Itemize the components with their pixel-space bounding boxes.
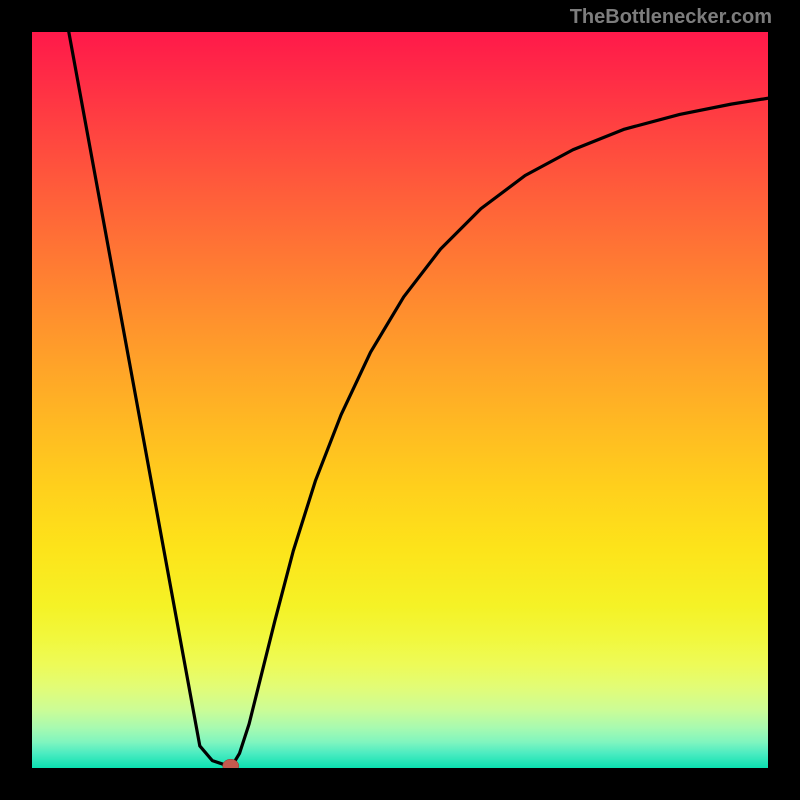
curve-layer (32, 32, 768, 768)
watermark-text: TheBottlenecker.com (570, 6, 772, 29)
chart-container: TheBottlenecker.com (0, 0, 800, 800)
bottleneck-curve (69, 32, 768, 764)
plot-area (32, 32, 768, 768)
